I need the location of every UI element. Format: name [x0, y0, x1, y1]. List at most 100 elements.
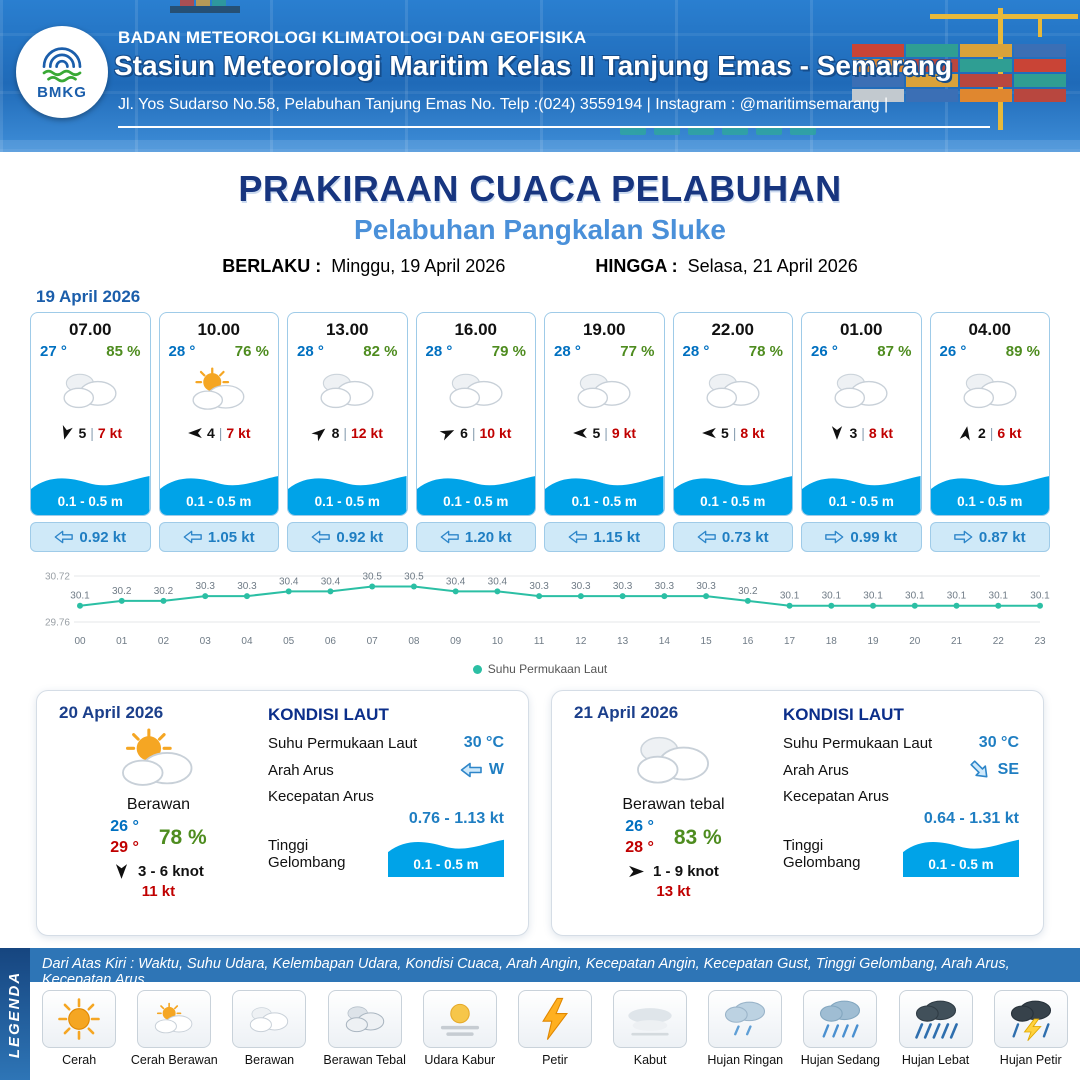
weather-condition-icon	[417, 360, 536, 420]
valid-to-label: HINGGA :	[595, 256, 678, 276]
current-direction-icon	[54, 530, 74, 544]
humidity-value: 77 %	[620, 343, 655, 360]
valid-from-value: Minggu, 19 April 2026	[331, 256, 506, 276]
svg-text:18: 18	[826, 636, 838, 647]
gust-value: 9 kt	[611, 425, 637, 441]
daily-temp-max: 28 °	[625, 838, 654, 856]
svg-text:30.3: 30.3	[237, 581, 257, 592]
legend-weather-icon	[42, 990, 117, 1048]
current-direction-icon	[183, 530, 202, 544]
humidity-value: 82 %	[363, 343, 398, 360]
daily-wind-row: 3 - 6 knot	[59, 863, 258, 880]
svg-text:16: 16	[742, 636, 754, 647]
bmkg-logo-text: BMKG	[37, 84, 87, 101]
daily-card: 21 April 2026 Berawan tebal 26 ° 28 ° 83…	[551, 690, 1044, 936]
forecast-column: 13.00 28 ° 82 % 8 | 12 kt 0.1 - 0.5 m 0.…	[287, 312, 408, 552]
forecast-column: 10.00 28 ° 76 % 4 | 7 kt 0.1 - 0.5 m 1.0…	[158, 312, 279, 552]
daily-humidity: 83 %	[673, 825, 722, 849]
forecast-card[interactable]: 22.00 28 ° 78 % 5 | 8 kt 0.1 - 0.5 m	[672, 312, 793, 516]
current-direction-row: Arah Arus W	[268, 761, 504, 779]
svg-text:30.1: 30.1	[70, 591, 90, 602]
legend-item: Hujan Petir	[985, 990, 1077, 1067]
svg-text:03: 03	[200, 636, 212, 647]
wind-gust-divider: |	[989, 425, 994, 441]
forecast-column: 01.00 26 ° 87 % 3 | 8 kt 0.1 - 0.5 m 0.9…	[801, 312, 922, 552]
gust-value: 6 kt	[997, 425, 1022, 441]
weather-condition-icon	[931, 360, 1050, 420]
svg-text:22: 22	[993, 636, 1005, 647]
wind-row: 5 | 8 kt	[674, 420, 793, 446]
current-speed-chip: 0.87 kt	[929, 522, 1050, 552]
current-direction-icon	[311, 530, 331, 544]
weather-condition-icon	[288, 360, 407, 420]
forecast-card[interactable]: 16.00 28 ° 79 % 6 | 10 kt 0.1 - 0.5 m	[415, 312, 536, 516]
wind-direction-icon	[959, 424, 974, 442]
legend-title: LEGENDA	[6, 970, 24, 1058]
forecast-time: 16.00	[454, 320, 498, 339]
svg-text:30.72: 30.72	[45, 572, 70, 583]
sst-value: 30 °C	[463, 734, 504, 751]
forecast-card[interactable]: 13.00 28 ° 82 % 8 | 12 kt 0.1 - 0.5 m	[287, 312, 408, 516]
daily-weather-panel: 21 April 2026 Berawan tebal 26 ° 28 ° 83…	[552, 691, 773, 935]
air-temperature: 28 °	[297, 343, 324, 360]
legend-weather-icon	[993, 990, 1068, 1048]
humidity-value: 79 %	[491, 343, 526, 360]
humidity-value: 89 %	[1005, 343, 1040, 360]
legend-items-row: Cerah Cerah Berawan Berawan Berawan Teba…	[30, 982, 1080, 1080]
forecast-card[interactable]: 07.00 27 ° 85 % 5 | 7 kt 0.1 - 0.5 m	[30, 312, 151, 516]
chart-legend: Suhu Permukaan Laut	[30, 662, 1050, 676]
svg-text:00: 00	[74, 636, 86, 647]
wave-height-band: 0.1 - 0.5 m	[159, 469, 278, 515]
legend-weather-icon	[327, 990, 402, 1048]
legend-item: Cerah Berawan	[128, 990, 220, 1067]
current-speed-row: Kecepatan Arus 0.76 - 1.13 kt	[268, 788, 504, 828]
current-speed-chip: 0.92 kt	[30, 522, 151, 552]
chart-legend-label: Suhu Permukaan Laut	[487, 662, 608, 676]
current-direction-icon	[440, 530, 459, 544]
air-temperature: 26 °	[811, 343, 838, 360]
daily-date: 20 April 2026	[59, 703, 164, 722]
bmkg-logo: BMKG	[16, 26, 108, 118]
svg-text:10: 10	[492, 636, 504, 647]
air-temperature: 28 °	[554, 343, 581, 360]
current-direction-value: W	[488, 761, 504, 778]
svg-text:30.3: 30.3	[613, 581, 633, 592]
svg-text:30.1: 30.1	[863, 591, 883, 602]
svg-text:30.5: 30.5	[404, 572, 424, 583]
wind-speed-value: 5	[720, 425, 729, 441]
valid-to-value: Selasa, 21 April 2026	[687, 256, 858, 276]
wave-height-value: 0.1 - 0.5 m	[928, 857, 994, 872]
wind-direction-icon	[59, 424, 75, 443]
sst-row: Suhu Permukaan Laut 30 °C	[783, 734, 1019, 752]
wind-row: 5 | 9 kt	[545, 420, 664, 446]
wind-row: 6 | 10 kt	[417, 420, 536, 446]
forecast-column: 04.00 26 ° 89 % 2 | 6 kt 0.1 - 0.5 m 0.8…	[929, 312, 1050, 552]
forecast-card[interactable]: 10.00 28 ° 76 % 4 | 7 kt 0.1 - 0.5 m	[158, 312, 279, 516]
humidity-value: 87 %	[877, 343, 912, 360]
bmkg-logo-mark	[42, 47, 82, 83]
svg-text:30.2: 30.2	[112, 586, 132, 597]
wind-gust-divider: |	[732, 425, 737, 441]
forecast-time: 01.00	[839, 320, 883, 339]
forecast-card[interactable]: 19.00 28 ° 77 % 5 | 9 kt 0.1 - 0.5 m	[544, 312, 665, 516]
svg-text:07: 07	[367, 636, 379, 647]
current-direction-label: Arah Arus	[782, 761, 849, 779]
sst-value: 30 °C	[978, 734, 1019, 751]
svg-text:30.4: 30.4	[321, 576, 341, 587]
daily-temps-row: 26 ° 29 ° 78 %	[59, 817, 258, 859]
weather-condition-icon	[545, 360, 664, 420]
daily-wind-row: 1 - 9 knot	[574, 863, 773, 880]
legend-weather-icon	[232, 990, 307, 1048]
svg-text:14: 14	[659, 636, 671, 647]
svg-text:30.3: 30.3	[696, 581, 716, 592]
current-speed-value: 0.73 kt	[721, 528, 769, 546]
forecast-card[interactable]: 01.00 26 ° 87 % 3 | 8 kt 0.1 - 0.5 m	[801, 312, 922, 516]
forecast-card[interactable]: 04.00 26 ° 89 % 2 | 6 kt 0.1 - 0.5 m	[929, 312, 1050, 516]
current-speed-value: 1.05 kt	[207, 528, 255, 546]
current-direction-value: SE	[997, 761, 1019, 778]
legend-weather-icon	[898, 990, 973, 1048]
sst-label: Suhu Permukaan Laut	[267, 734, 418, 752]
current-speed-value: 0.99 kt	[850, 528, 898, 546]
wave-height-value: 0.1 - 0.5 m	[186, 494, 252, 509]
wind-row: 8 | 12 kt	[288, 420, 407, 446]
